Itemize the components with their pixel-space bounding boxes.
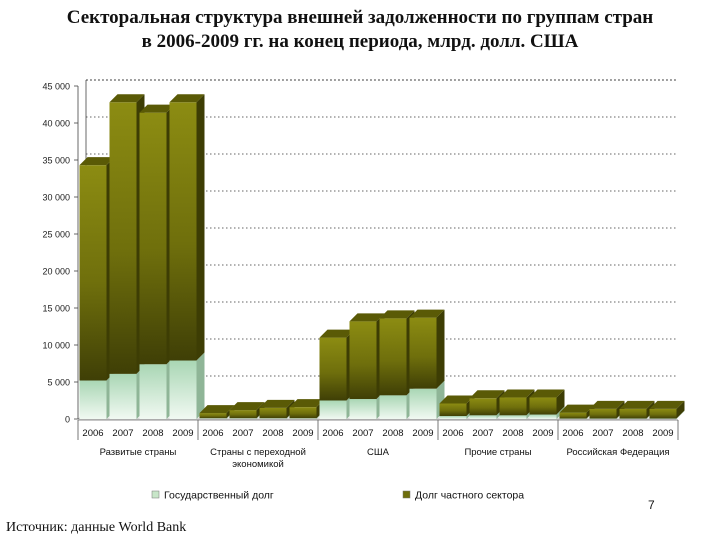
legend-label: Долг частного сектора [415, 490, 524, 502]
bar-private-debt [349, 313, 385, 400]
x-group-label-line: Прочие страны [464, 447, 531, 458]
x-tick-label-year: 2008 [262, 428, 283, 439]
y-tick-label: 30 000 [42, 193, 70, 203]
x-tick-label-year: 2006 [322, 428, 343, 439]
x-tick-label-year: 2007 [592, 428, 613, 439]
bar-private-debt [529, 389, 565, 415]
x-group-label-line: Развитые страны [100, 447, 177, 458]
x-group-label: Страны с переходной экономикой [210, 447, 306, 470]
x-tick-label-year: 2009 [172, 428, 193, 439]
y-tick-label: 5 000 [47, 378, 70, 388]
x-tick-label-year: 2006 [82, 428, 103, 439]
bar-private-debt [319, 329, 355, 401]
x-group-label: Развитые страны [100, 447, 177, 458]
bar-private-debt [139, 104, 175, 365]
x-group-label-line: Российская Федерация [566, 447, 669, 458]
chart-title: Секторальная структура внешней задолженн… [0, 6, 720, 54]
legend-item-government-debt: Государственный долг [151, 490, 274, 502]
legend-label: Государственный долг [164, 490, 274, 502]
source-note: Источник: данные World Bank [6, 520, 187, 535]
bar-private-debt [79, 157, 115, 381]
x-tick-label-year: 2009 [652, 428, 673, 439]
x-tick-label-year: 2009 [292, 428, 313, 439]
x-tick-label-year: 2009 [412, 428, 433, 439]
x-tick-label-year: 2007 [112, 428, 133, 439]
x-tick-label-year: 2008 [622, 428, 643, 439]
bar-private-debt [109, 94, 145, 374]
x-tick-label-year: 2008 [142, 428, 163, 439]
bar-private-debt [289, 399, 325, 419]
legend-swatch [151, 490, 160, 499]
x-tick-label-year: 2006 [442, 428, 463, 439]
x-tick-label-year: 2008 [502, 428, 523, 439]
x-tick-label-year: 2007 [472, 428, 493, 439]
y-tick-label: 40 000 [42, 119, 70, 129]
x-tick-label-year: 2006 [562, 428, 583, 439]
legend-item-private-debt: Долг частного сектора [402, 490, 524, 502]
x-group-label-line: Страны с переходной [210, 447, 306, 458]
x-group-label: Прочие страны [464, 447, 531, 458]
bar-private-debt [469, 390, 505, 416]
bar-private-debt [169, 94, 205, 361]
x-tick-label-year: 2009 [532, 428, 553, 439]
bar-private-debt [649, 400, 685, 419]
bar-private-debt [499, 389, 535, 416]
bar-private-debt [439, 395, 475, 417]
x-group-label-line: США [367, 447, 390, 458]
legend-swatch [402, 490, 411, 499]
x-tick-label-year: 2008 [382, 428, 403, 439]
page-number: 7 [648, 498, 655, 512]
y-tick-label: 10 000 [42, 341, 70, 351]
bar-government-debt [139, 356, 175, 419]
y-tick-label: 15 000 [42, 304, 70, 314]
y-tick-label: 25 000 [42, 230, 70, 240]
y-tick-label: 0 [65, 415, 70, 425]
x-tick-label-year: 2007 [232, 428, 253, 439]
x-group-label: США [367, 447, 390, 458]
y-tick-label: 35 000 [42, 156, 70, 166]
bar-private-debt [379, 310, 415, 396]
bar-government-debt [169, 352, 205, 419]
x-group-label-line: экономикой [232, 459, 284, 470]
chart-title-line-2: в 2006-2009 гг. на конец периода, млрд. … [141, 31, 579, 52]
y-tick-label: 45 000 [42, 82, 70, 92]
bar-private-debt [259, 399, 295, 419]
bar-private-debt [409, 309, 445, 389]
y-tick-label: 20 000 [42, 267, 70, 277]
x-group-label: Российская Федерация [566, 447, 669, 458]
chart-title-line-1: Секторальная структура внешней задолженн… [66, 7, 654, 28]
x-tick-label-year: 2007 [352, 428, 373, 439]
x-tick-label-year: 2006 [202, 428, 223, 439]
